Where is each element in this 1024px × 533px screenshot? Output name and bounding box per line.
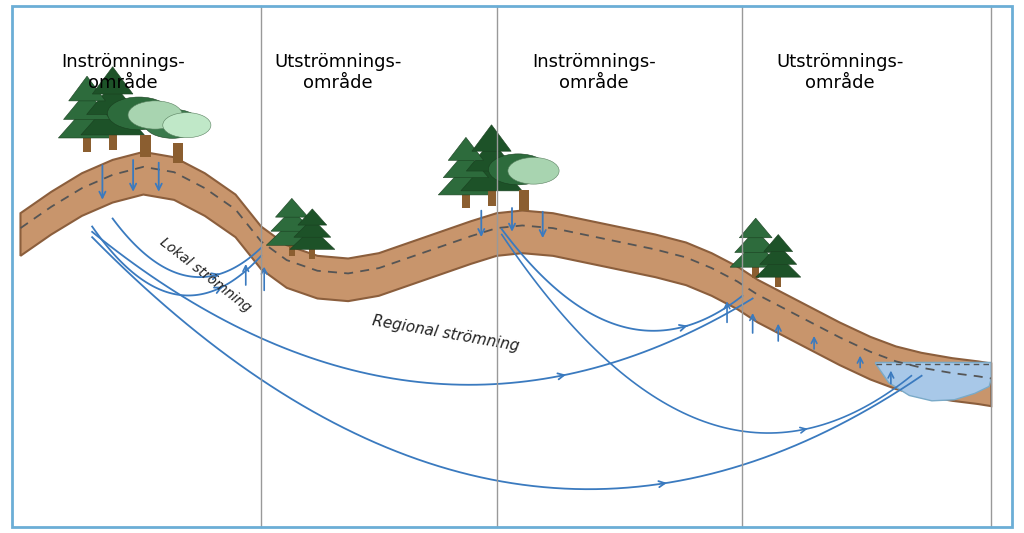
Polygon shape [290,228,335,249]
Polygon shape [266,221,317,245]
Circle shape [144,109,201,138]
Polygon shape [438,165,494,195]
Polygon shape [83,135,91,152]
Polygon shape [756,255,801,277]
Circle shape [108,97,170,130]
Polygon shape [472,125,511,151]
Circle shape [508,157,559,184]
Polygon shape [20,152,991,406]
Text: Inströmnings-
område: Inströmnings- område [61,53,184,92]
Text: Utströmnings-
område: Utströmnings- område [274,53,401,92]
Polygon shape [753,265,759,278]
Polygon shape [87,83,138,115]
Polygon shape [449,138,483,160]
Polygon shape [739,218,772,238]
Polygon shape [775,275,781,287]
Circle shape [128,101,182,129]
Circle shape [488,154,548,185]
Polygon shape [294,219,331,237]
Polygon shape [109,132,117,150]
Polygon shape [487,188,496,206]
Polygon shape [81,99,144,135]
Circle shape [163,112,211,138]
Polygon shape [735,230,776,253]
Polygon shape [764,235,793,252]
Polygon shape [730,241,781,267]
Polygon shape [309,247,315,259]
Polygon shape [140,135,151,157]
Polygon shape [461,156,522,191]
Polygon shape [270,209,313,231]
Polygon shape [173,143,183,163]
Polygon shape [298,209,327,225]
Text: Inströmnings-
område: Inströmnings- område [532,53,655,92]
Polygon shape [275,198,308,217]
Polygon shape [69,76,105,101]
Text: Lokal strömning: Lokal strömning [157,235,253,314]
Polygon shape [92,67,133,94]
Polygon shape [519,190,529,211]
Polygon shape [63,91,111,119]
Polygon shape [760,245,797,264]
Text: Utströmnings-
område: Utströmnings- område [776,53,903,92]
Polygon shape [466,141,517,171]
Polygon shape [289,243,295,256]
Polygon shape [58,106,116,138]
Polygon shape [443,151,488,177]
Text: Regional strömning: Regional strömning [371,313,520,353]
Polygon shape [462,192,470,208]
Polygon shape [876,362,991,401]
